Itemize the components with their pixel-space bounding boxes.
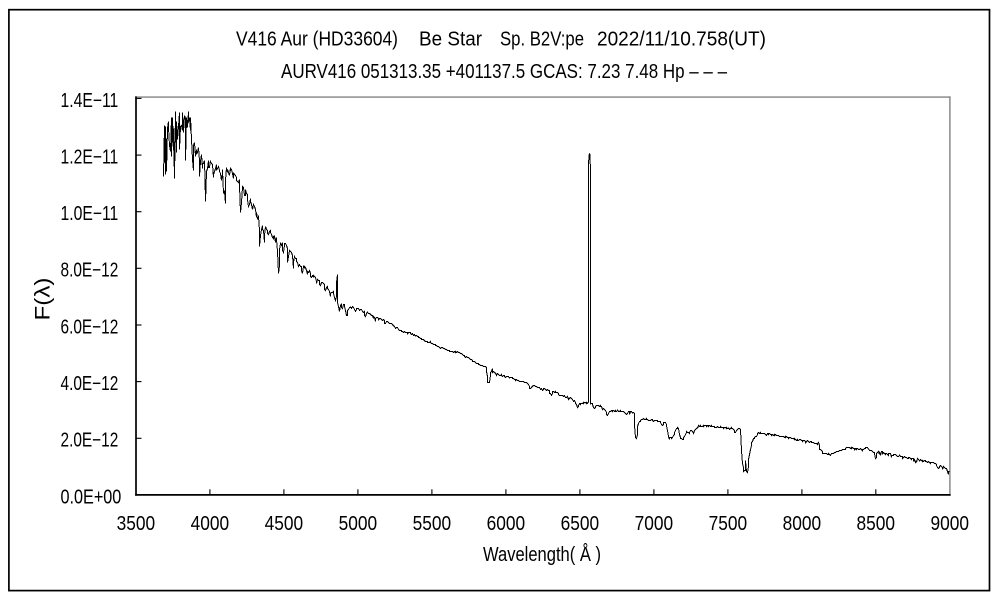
- svg-text:6000: 6000: [487, 513, 526, 535]
- svg-text:8000: 8000: [783, 513, 822, 535]
- svg-text:5500: 5500: [413, 513, 452, 535]
- svg-text:8500: 8500: [857, 513, 896, 535]
- svg-text:1.4E−11: 1.4E−11: [61, 90, 119, 112]
- svg-text:Sp. B2V:pe: Sp. B2V:pe: [500, 28, 584, 51]
- svg-text:6500: 6500: [561, 513, 600, 535]
- svg-text:1.0E−11: 1.0E−11: [61, 203, 119, 225]
- svg-text:8.0E−12: 8.0E−12: [61, 260, 119, 282]
- svg-text:4000: 4000: [191, 513, 230, 535]
- svg-text:3500: 3500: [117, 513, 156, 535]
- svg-text:Wavelength( Å ): Wavelength( Å ): [483, 543, 601, 566]
- svg-text:7000: 7000: [635, 513, 674, 535]
- svg-text:7500: 7500: [709, 513, 748, 535]
- svg-text:4500: 4500: [265, 513, 304, 535]
- svg-text:9000: 9000: [931, 513, 970, 535]
- svg-text:1.2E−11: 1.2E−11: [61, 147, 119, 169]
- svg-text:5000: 5000: [339, 513, 378, 535]
- svg-text:0.0E+00: 0.0E+00: [61, 486, 122, 508]
- svg-text:6.0E−12: 6.0E−12: [61, 316, 119, 338]
- svg-text:2022/11/10.758(UT): 2022/11/10.758(UT): [597, 28, 766, 51]
- svg-text:F(λ): F(λ): [32, 278, 55, 321]
- svg-text:V416 Aur (HD33604): V416 Aur (HD33604): [236, 28, 398, 51]
- svg-text:Be Star: Be Star: [419, 28, 482, 51]
- svg-text:AURV416 051313.35 +401137.5 GC: AURV416 051313.35 +401137.5 GCAS: 7.23 7…: [281, 60, 727, 83]
- svg-text:2.0E−12: 2.0E−12: [61, 430, 119, 452]
- svg-text:4.0E−12: 4.0E−12: [61, 373, 119, 395]
